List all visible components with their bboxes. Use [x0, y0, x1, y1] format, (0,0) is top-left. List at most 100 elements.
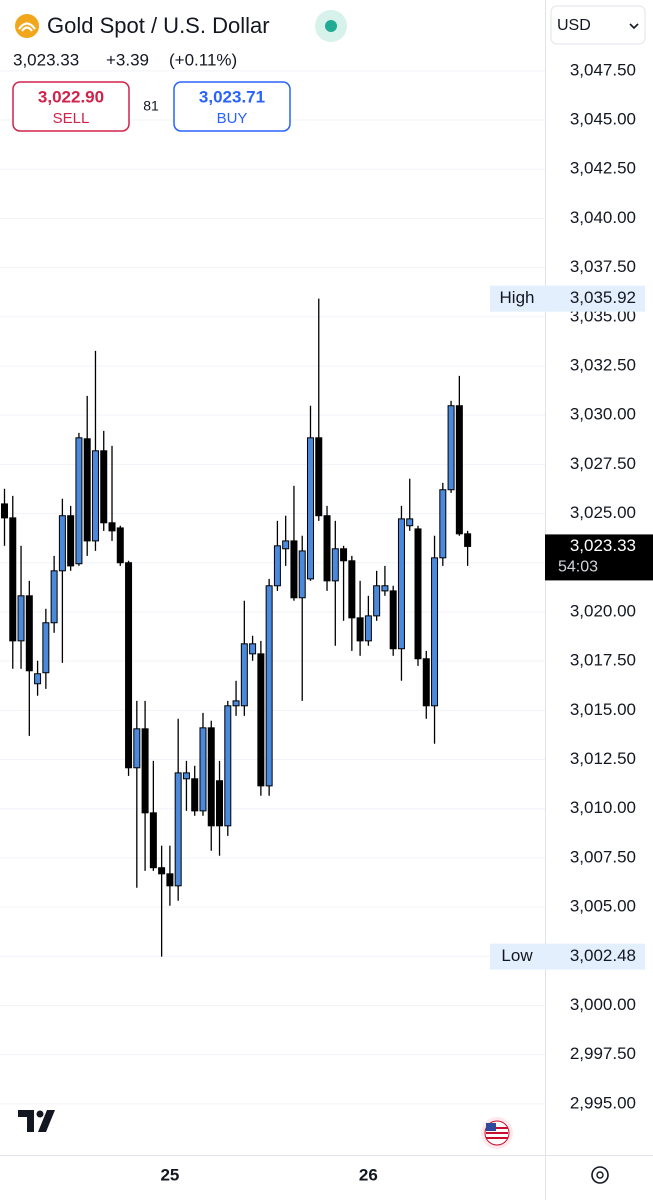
candle-body [265, 585, 273, 787]
candle-body [240, 643, 248, 707]
candle-body [58, 515, 66, 572]
candle-body [25, 595, 33, 672]
candle-body [431, 557, 439, 707]
candle-body [83, 438, 91, 542]
price-change: +3.39 [106, 50, 149, 69]
y-tick-label: 3,005.00 [570, 897, 636, 916]
candle-body [306, 437, 314, 580]
y-tick-label: 3,032.50 [570, 355, 636, 374]
spread: 81 [143, 98, 159, 114]
candle-body [464, 533, 472, 547]
sell-price: 3,022.90 [38, 87, 104, 106]
candle-body [17, 595, 25, 642]
y-tick-label: 3,012.50 [570, 749, 636, 768]
candle-body [364, 615, 372, 642]
currency: USD [557, 17, 591, 34]
candle-body [216, 780, 224, 827]
market-status-dot [325, 20, 337, 32]
candle-body [455, 405, 463, 535]
buy-price: 3,023.71 [199, 87, 265, 106]
candle-body [298, 550, 306, 599]
y-tick-label: 3,020.00 [570, 601, 636, 620]
price-marker-name: Low [501, 946, 533, 965]
candle-body [422, 658, 430, 707]
price-marker-value: 3,002.48 [570, 946, 636, 965]
candle-body [414, 528, 422, 660]
candle-body [356, 617, 364, 642]
tradingview-logo [18, 1110, 55, 1132]
candle-body [273, 545, 281, 587]
candle-body [9, 517, 17, 642]
candle-body [447, 405, 455, 491]
candle-body [373, 585, 381, 617]
candle-body [116, 527, 124, 564]
symbol-title: Gold Spot / U.S. Dollar [47, 13, 270, 38]
last-price-label: 3,023.33 [570, 536, 636, 555]
y-tick-label: 3,047.50 [570, 60, 636, 79]
last-price: 3,023.33 [13, 50, 79, 69]
price-marker-bg [490, 943, 645, 970]
candle-body [91, 450, 99, 542]
countdown: 54:03 [558, 559, 598, 576]
candle-body [158, 867, 166, 875]
y-tick-label: 3,027.50 [570, 454, 636, 473]
candle-body [191, 778, 199, 812]
candle-body [199, 727, 207, 812]
y-tick-label: 3,025.00 [570, 503, 636, 522]
y-tick-label: 3,010.00 [570, 798, 636, 817]
x-tick-label: 25 [160, 1165, 179, 1184]
candle-body [348, 560, 356, 619]
candle-body [381, 585, 389, 592]
y-tick-label: 3,007.50 [570, 847, 636, 866]
candle-body [182, 772, 190, 780]
candle-body [249, 643, 257, 655]
candle-body [439, 489, 447, 559]
candle-body [42, 622, 50, 674]
y-tick-label: 3,040.00 [570, 208, 636, 227]
us-flag-canton [486, 1123, 496, 1131]
currency-chevron [629, 23, 639, 30]
settings-icon-center [596, 1171, 604, 1179]
sell-button[interactable] [12, 81, 130, 132]
candle-body [34, 673, 42, 685]
candle-body [133, 728, 141, 769]
buy-button[interactable] [173, 81, 291, 132]
candle-body [323, 515, 331, 582]
candle-body [340, 548, 348, 562]
currency-select[interactable] [550, 5, 646, 45]
candle-body [257, 653, 265, 787]
candle-body [141, 728, 149, 814]
candle-body [406, 518, 414, 527]
tradingview-logo-dot [36, 1110, 44, 1118]
y-tick-label: 3,037.50 [570, 257, 636, 276]
buy-label: BUY [217, 110, 248, 127]
candle-body [315, 437, 323, 517]
y-tick-label: 3,017.50 [570, 651, 636, 670]
candle-body [75, 437, 83, 565]
y-tick-label: 3,000.00 [570, 995, 636, 1014]
candle-body [100, 450, 108, 524]
symbol-logo-mark [18, 22, 36, 32]
candle-body [331, 548, 339, 582]
candle-body [397, 518, 405, 650]
candle-body [108, 522, 116, 532]
y-tick-label: 2,997.50 [570, 1044, 636, 1063]
symbol-logo [15, 14, 39, 38]
price-marker-name: High [500, 288, 535, 307]
x-tick-label: 26 [359, 1165, 378, 1184]
settings-icon[interactable] [591, 1166, 609, 1184]
sell-label: SELL [53, 110, 90, 127]
y-tick-label: 3,015.00 [570, 700, 636, 719]
price-marker-bg [490, 285, 645, 312]
candle-body [232, 700, 240, 707]
candle-body [290, 540, 298, 599]
candle-body [207, 727, 215, 827]
candle-body [389, 590, 397, 650]
candle-body [282, 540, 290, 550]
candle-body [67, 515, 75, 567]
price-change-pct: (+0.11%) [169, 50, 237, 69]
overlay: High 3,035.92 Low 3,002.48 3,023.33 54:03 [490, 285, 653, 970]
